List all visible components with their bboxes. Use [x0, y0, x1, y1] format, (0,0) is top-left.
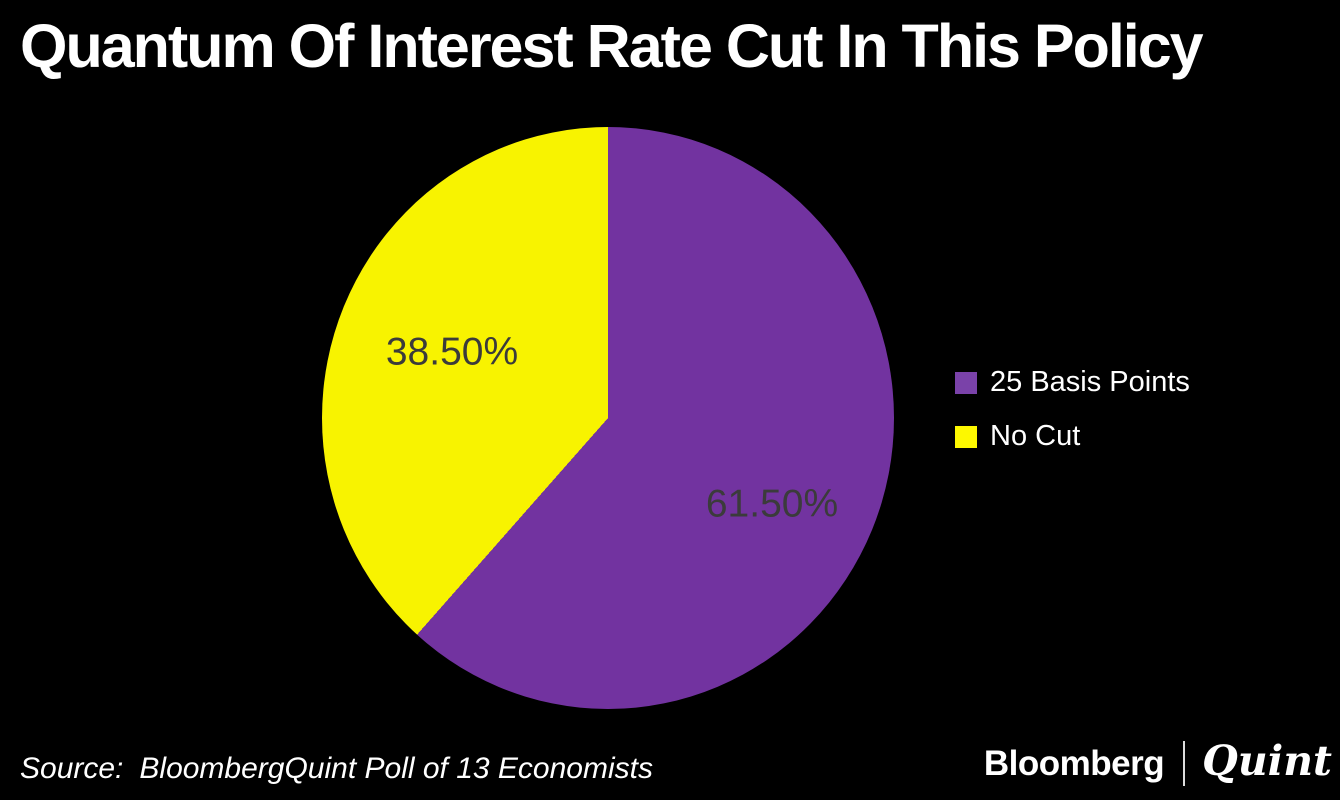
legend-item-25-basis-points: 25 Basis Points: [955, 366, 1190, 398]
legend-swatch-yellow: [955, 425, 977, 448]
source-label: Source:: [20, 752, 124, 785]
source-text: BloombergQuint Poll of 13 Economists: [139, 752, 653, 785]
source-line: Source: BloombergQuint Poll of 13 Economi…: [20, 752, 653, 786]
pie-slice-label-25-basis-points: 61.50%: [705, 482, 839, 526]
bloomberg-wordmark: Bloomberg: [983, 744, 1165, 783]
legend-label: 25 Basis Points: [990, 366, 1190, 398]
pie-slice-label-no-cut: 38.50%: [385, 330, 519, 374]
legend-label: No Cut: [990, 420, 1081, 452]
quint-wordmark: Quint: [1202, 737, 1332, 785]
logo-divider: [1183, 741, 1186, 786]
legend-swatch-purple: [955, 371, 977, 394]
pie-chart: [322, 127, 894, 709]
chart-title: Quantum Of Interest Rate Cut In This Pol…: [20, 12, 1204, 80]
legend: 25 Basis Points No Cut: [955, 366, 1190, 479]
legend-item-no-cut: No Cut: [955, 420, 1190, 452]
bloomberg-quint-logo: Bloomberg Quint: [984, 741, 1332, 786]
